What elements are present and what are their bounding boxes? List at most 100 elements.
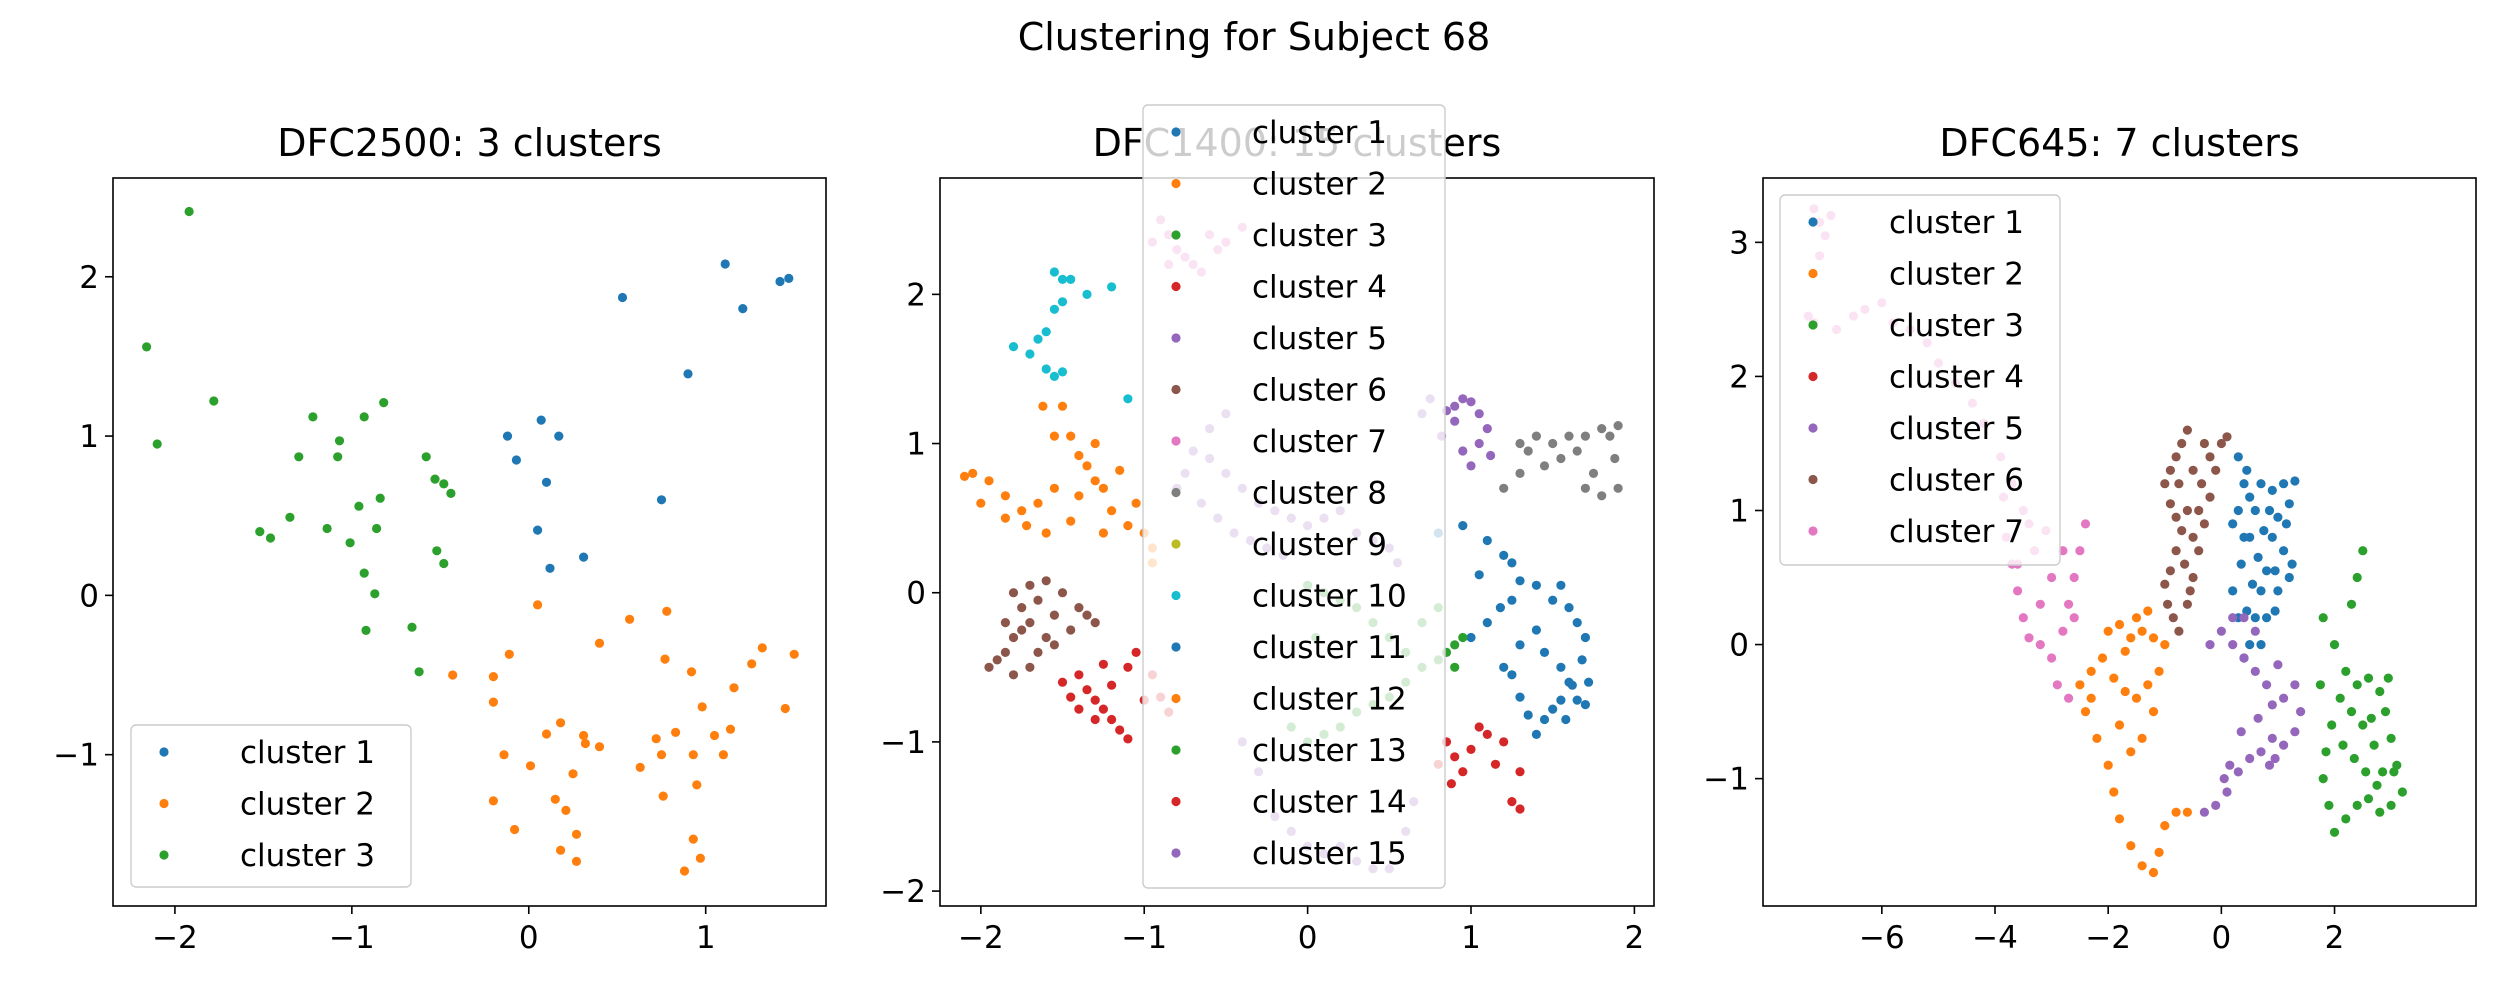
data-point bbox=[1038, 401, 1048, 411]
data-point bbox=[2380, 707, 2391, 717]
data-point bbox=[499, 750, 509, 760]
series-cluster-1 bbox=[502, 259, 794, 573]
data-point bbox=[1474, 722, 1484, 732]
data-point bbox=[1131, 647, 1141, 658]
data-point bbox=[2199, 438, 2209, 449]
data-point bbox=[2375, 807, 2385, 817]
data-point bbox=[1531, 580, 1541, 590]
data-point bbox=[2143, 680, 2153, 690]
legend-marker bbox=[1808, 320, 1818, 330]
data-point bbox=[1539, 461, 1550, 471]
data-point bbox=[1033, 498, 1043, 508]
data-point bbox=[1049, 371, 1059, 381]
data-point bbox=[1000, 491, 1011, 501]
data-point bbox=[2188, 465, 2198, 475]
data-point bbox=[2018, 613, 2028, 623]
data-point bbox=[2131, 613, 2142, 623]
x-tick-label: 2 bbox=[1625, 920, 1645, 956]
y-tick-label: 0 bbox=[906, 576, 926, 612]
legend-marker bbox=[1808, 526, 1818, 536]
data-point bbox=[747, 659, 757, 669]
legend-label: cluster 2 bbox=[240, 787, 375, 823]
x-tick-label: −2 bbox=[2085, 920, 2131, 956]
data-point bbox=[720, 259, 730, 269]
data-point bbox=[2290, 727, 2300, 737]
data-point bbox=[1098, 528, 1108, 538]
data-point bbox=[1482, 729, 1492, 740]
data-point bbox=[2171, 807, 2181, 817]
data-point bbox=[1107, 680, 1117, 690]
legend-label: cluster 1 bbox=[1889, 205, 2024, 241]
data-point bbox=[571, 829, 582, 839]
data-point bbox=[1474, 409, 1484, 419]
data-point bbox=[968, 468, 978, 478]
data-point bbox=[2197, 479, 2207, 489]
series-cluster-2 bbox=[959, 401, 1157, 568]
data-point bbox=[2052, 680, 2062, 690]
x-tick-label: −1 bbox=[1121, 920, 1167, 956]
data-point bbox=[2216, 626, 2226, 636]
data-point bbox=[2281, 519, 2291, 529]
data-point bbox=[2013, 586, 2023, 596]
data-point bbox=[2363, 673, 2374, 683]
data-point bbox=[1584, 677, 1594, 687]
legend-label: cluster 1 bbox=[240, 735, 375, 771]
data-point bbox=[2114, 619, 2125, 630]
data-point bbox=[2372, 780, 2382, 790]
data-point bbox=[2352, 572, 2362, 583]
data-point bbox=[697, 702, 707, 712]
data-point bbox=[2245, 492, 2255, 502]
data-point bbox=[2267, 700, 2277, 710]
legend-marker bbox=[159, 850, 169, 860]
data-point bbox=[688, 750, 698, 760]
data-point bbox=[1107, 282, 1117, 292]
data-point bbox=[1000, 618, 1011, 628]
data-point bbox=[1564, 603, 1574, 613]
data-point bbox=[2375, 686, 2385, 697]
data-point bbox=[1458, 632, 1468, 643]
data-point bbox=[2378, 767, 2388, 777]
data-point bbox=[359, 412, 369, 422]
data-point bbox=[2363, 794, 2374, 804]
y-tick-label: 3 bbox=[1729, 225, 1749, 261]
data-point bbox=[2270, 566, 2280, 576]
data-point bbox=[2154, 847, 2164, 858]
data-point bbox=[984, 476, 994, 486]
data-point bbox=[550, 794, 560, 804]
data-point bbox=[2239, 479, 2249, 489]
data-point bbox=[2205, 640, 2215, 650]
data-point bbox=[2279, 740, 2289, 750]
data-point bbox=[2366, 713, 2376, 723]
x-tick-label: −4 bbox=[1972, 920, 2018, 956]
data-point bbox=[571, 856, 582, 867]
data-point bbox=[2273, 660, 2283, 670]
data-point bbox=[2341, 814, 2351, 824]
x-tick-label: −6 bbox=[1859, 920, 1905, 956]
data-point bbox=[2064, 599, 2074, 609]
data-point bbox=[1033, 595, 1043, 605]
data-point bbox=[1548, 595, 1558, 605]
data-point bbox=[1531, 431, 1541, 441]
data-point bbox=[2386, 800, 2396, 811]
data-point bbox=[1090, 618, 1100, 628]
data-point bbox=[2264, 505, 2275, 516]
data-point bbox=[536, 415, 546, 425]
data-point bbox=[1556, 453, 1566, 464]
data-point bbox=[488, 796, 498, 806]
legend-marker bbox=[1171, 487, 1181, 498]
legend-box bbox=[1142, 104, 1446, 889]
data-point bbox=[1486, 450, 1496, 461]
data-point bbox=[1523, 710, 1533, 720]
data-point bbox=[2247, 579, 2258, 589]
data-point bbox=[2114, 720, 2125, 730]
data-point bbox=[738, 304, 748, 314]
data-point bbox=[2199, 519, 2209, 529]
data-point bbox=[525, 761, 536, 771]
x-tick-label: 0 bbox=[1298, 920, 1318, 956]
legend-marker bbox=[1171, 745, 1181, 755]
data-point bbox=[1008, 588, 1019, 598]
data-point bbox=[1049, 267, 1059, 277]
data-point bbox=[2236, 727, 2246, 737]
legend-marker bbox=[1808, 217, 1818, 227]
data-point bbox=[2256, 640, 2266, 650]
